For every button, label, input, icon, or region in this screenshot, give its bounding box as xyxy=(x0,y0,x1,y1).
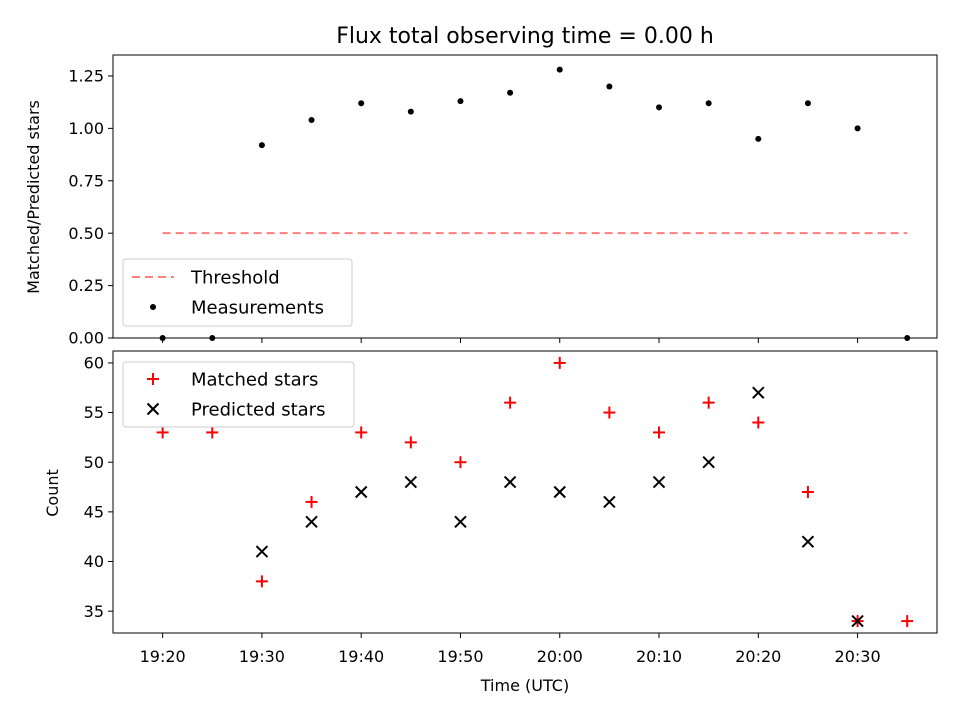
predicted-star-point xyxy=(652,475,666,489)
bottom-y-tick-label: 60 xyxy=(84,354,104,373)
bottom-y-tick-label: 50 xyxy=(84,453,104,472)
legend-threshold-label: Threshold xyxy=(190,267,280,288)
bottom-x-tick-label: 19:40 xyxy=(338,647,384,666)
measurement-point xyxy=(656,104,663,111)
measurement-point xyxy=(159,335,166,341)
chart-title: Flux total observing time = 0.00 h xyxy=(336,24,714,49)
matched-star-point xyxy=(603,406,616,419)
top-panel: 0.00 0.25 0.50 0.75 1.00 1.25 Threshold Measure… xyxy=(68,54,938,348)
bottom-legend-box xyxy=(122,361,355,428)
predicted-star-point-b xyxy=(404,475,418,489)
predicted-star-point xyxy=(603,495,616,509)
legend-matched-swatch xyxy=(147,373,159,385)
measurement-point xyxy=(854,125,861,132)
predicted-star-point xyxy=(702,456,715,469)
measurement-point xyxy=(705,100,712,107)
matched-star-point xyxy=(553,356,566,369)
bottom-x-tick-label: 19:30 xyxy=(239,647,285,666)
matched-star-point xyxy=(702,396,715,409)
predicted-star-point-b xyxy=(851,614,864,628)
top-y-tick-label: 0.75 xyxy=(68,171,104,190)
bottom-y-tick-label: 40 xyxy=(84,552,104,571)
predicted-star-point xyxy=(752,386,765,399)
predicted-star-point xyxy=(801,535,815,548)
predicted-star-point-b xyxy=(603,495,616,509)
bottom-x-tick-label: 20:10 xyxy=(636,647,682,666)
predicted-star-point xyxy=(305,515,318,528)
predicted-star-point xyxy=(851,614,864,628)
bottom-x-tick-label: 19:20 xyxy=(140,647,186,666)
measurement-point xyxy=(358,100,365,107)
legend-measurements-swatch xyxy=(150,304,156,310)
predicted-star-point-b xyxy=(305,515,318,528)
bottom-y-axis-label: Count xyxy=(43,469,62,517)
top-y-tick-label: 1.00 xyxy=(68,119,104,138)
matched-star-point xyxy=(901,615,914,628)
top-legend: Threshold Measurements xyxy=(122,258,353,327)
bottom-x-tick-label: 20:20 xyxy=(735,647,781,666)
predicted-star-point-b xyxy=(752,386,765,399)
matched-star-point xyxy=(255,575,268,588)
legend-predicted-label: Predicted stars xyxy=(191,399,325,420)
predicted-star-point xyxy=(354,485,368,499)
bottom-y-tick-label: 55 xyxy=(84,403,104,422)
predicted-star-point-b xyxy=(652,475,666,489)
bottom-legend: Matched stars Predicted stars xyxy=(122,361,355,428)
legend-matched-label: Matched stars xyxy=(191,369,318,390)
measurement-point xyxy=(258,142,265,149)
bottom-x-tick-label: 20:30 xyxy=(835,647,881,666)
bottom-plot-frame xyxy=(112,350,938,634)
measurement-point xyxy=(556,66,563,73)
predicted-star-point xyxy=(404,475,418,489)
measurement-point xyxy=(804,100,811,107)
matched-star-point xyxy=(156,426,169,439)
measurement-point xyxy=(308,116,315,123)
measurement-point xyxy=(209,335,216,341)
predicted-star-point xyxy=(503,475,517,489)
bottom-x-tick-label: 20:00 xyxy=(537,647,583,666)
measurement-point xyxy=(407,108,414,115)
matched-star-point xyxy=(801,486,814,498)
legend-measurements-label: Measurements xyxy=(191,297,324,318)
measurement-point xyxy=(755,135,762,142)
predicted-star-point-b xyxy=(354,485,368,499)
matched-star-point xyxy=(454,456,467,469)
matched-star-point xyxy=(355,426,368,439)
predicted-star-point xyxy=(553,485,566,499)
bottom-y-tick-label: 35 xyxy=(84,602,104,621)
predicted-star-point xyxy=(255,545,269,558)
bottom-x-tick-label: 19:50 xyxy=(437,647,483,666)
matched-star-point xyxy=(653,426,666,439)
predicted-star-point-b xyxy=(503,475,517,489)
legend-predicted-swatch xyxy=(146,402,160,416)
predicted-star-point-b xyxy=(801,535,815,548)
top-y-tick-label: 0.50 xyxy=(68,224,104,243)
matched-star-point xyxy=(504,396,517,409)
legend-predicted-swatch-b xyxy=(146,402,160,416)
measurement-point xyxy=(457,98,464,105)
bottom-panel: 35 40 45 50 55 60 19:20 19:30 19:40 19:50 20:00 20:… xyxy=(84,350,938,666)
top-y-tick-label: 1.25 xyxy=(68,67,104,86)
bottom-y-tick-label: 45 xyxy=(84,502,104,521)
top-legend-box xyxy=(122,258,353,327)
matched-star-point xyxy=(305,495,318,508)
matched-star-point xyxy=(752,416,765,429)
predicted-star-point-b xyxy=(255,545,269,558)
measurement-point xyxy=(507,89,514,96)
predicted-star-point-b xyxy=(702,456,715,469)
predicted-star-point-b xyxy=(454,515,467,528)
predicted-star-point-b xyxy=(553,485,566,499)
x-axis-label: Time (UTC) xyxy=(480,676,569,695)
top-y-axis-label: Matched/Predicted stars xyxy=(24,100,43,294)
matched-star-point xyxy=(206,426,219,439)
top-plot-frame xyxy=(112,54,938,339)
top-y-tick-label: 0.00 xyxy=(68,329,104,348)
matched-star-point xyxy=(404,436,417,449)
predicted-star-point xyxy=(454,515,467,528)
measurement-point xyxy=(904,335,911,341)
measurement-point xyxy=(606,83,613,90)
top-y-tick-label: 0.25 xyxy=(68,276,104,295)
